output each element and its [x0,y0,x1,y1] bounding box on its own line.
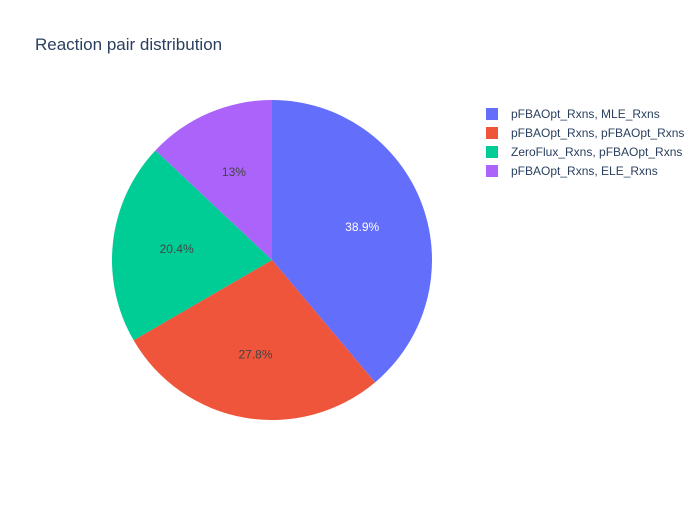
legend-item-3[interactable]: ZeroFlux_Rxns, pFBAOpt_Rxns [486,145,682,159]
legend-label-3: ZeroFlux_Rxns, pFBAOpt_Rxns [511,145,682,159]
legend-item-4[interactable]: pFBAOpt_Rxns, ELE_Rxns [486,164,658,178]
legend-swatch-4 [486,165,498,177]
legend-item-1[interactable]: pFBAOpt_Rxns, MLE_Rxns [486,107,660,121]
legend-swatch-2 [486,127,498,139]
legend: pFBAOpt_Rxns, MLE_Rxns pFBAOpt_Rxns, pFBA… [486,107,684,178]
pie-slice-2[interactable] [133,260,376,420]
legend-label-2: pFBAOpt_Rxns, pFBAOpt_Rxns [511,126,684,140]
legend-label-4: pFBAOpt_Rxns, ELE_Rxns [511,164,658,178]
pie-slice-4[interactable] [155,100,272,260]
slice-value-label-3: 20.4% [160,242,194,256]
legend-swatch-1 [486,108,498,120]
pie-slice-labels: 38.9% 27.8% 20.4% 13% [160,165,380,362]
slice-value-label-1: 38.9% [345,220,379,234]
slice-value-label-2: 27.8% [238,348,272,362]
slice-value-label-4: 13% [222,165,246,179]
pie-slice-3[interactable] [112,150,272,341]
pie-slices [112,100,433,420]
legend-item-2[interactable]: pFBAOpt_Rxns, pFBAOpt_Rxns [486,126,684,140]
pie-slice-1[interactable] [272,100,433,383]
legend-label-1: pFBAOpt_Rxns, MLE_Rxns [511,107,660,121]
legend-swatch-3 [486,146,498,158]
chart-title: Reaction pair distribution [35,35,222,54]
